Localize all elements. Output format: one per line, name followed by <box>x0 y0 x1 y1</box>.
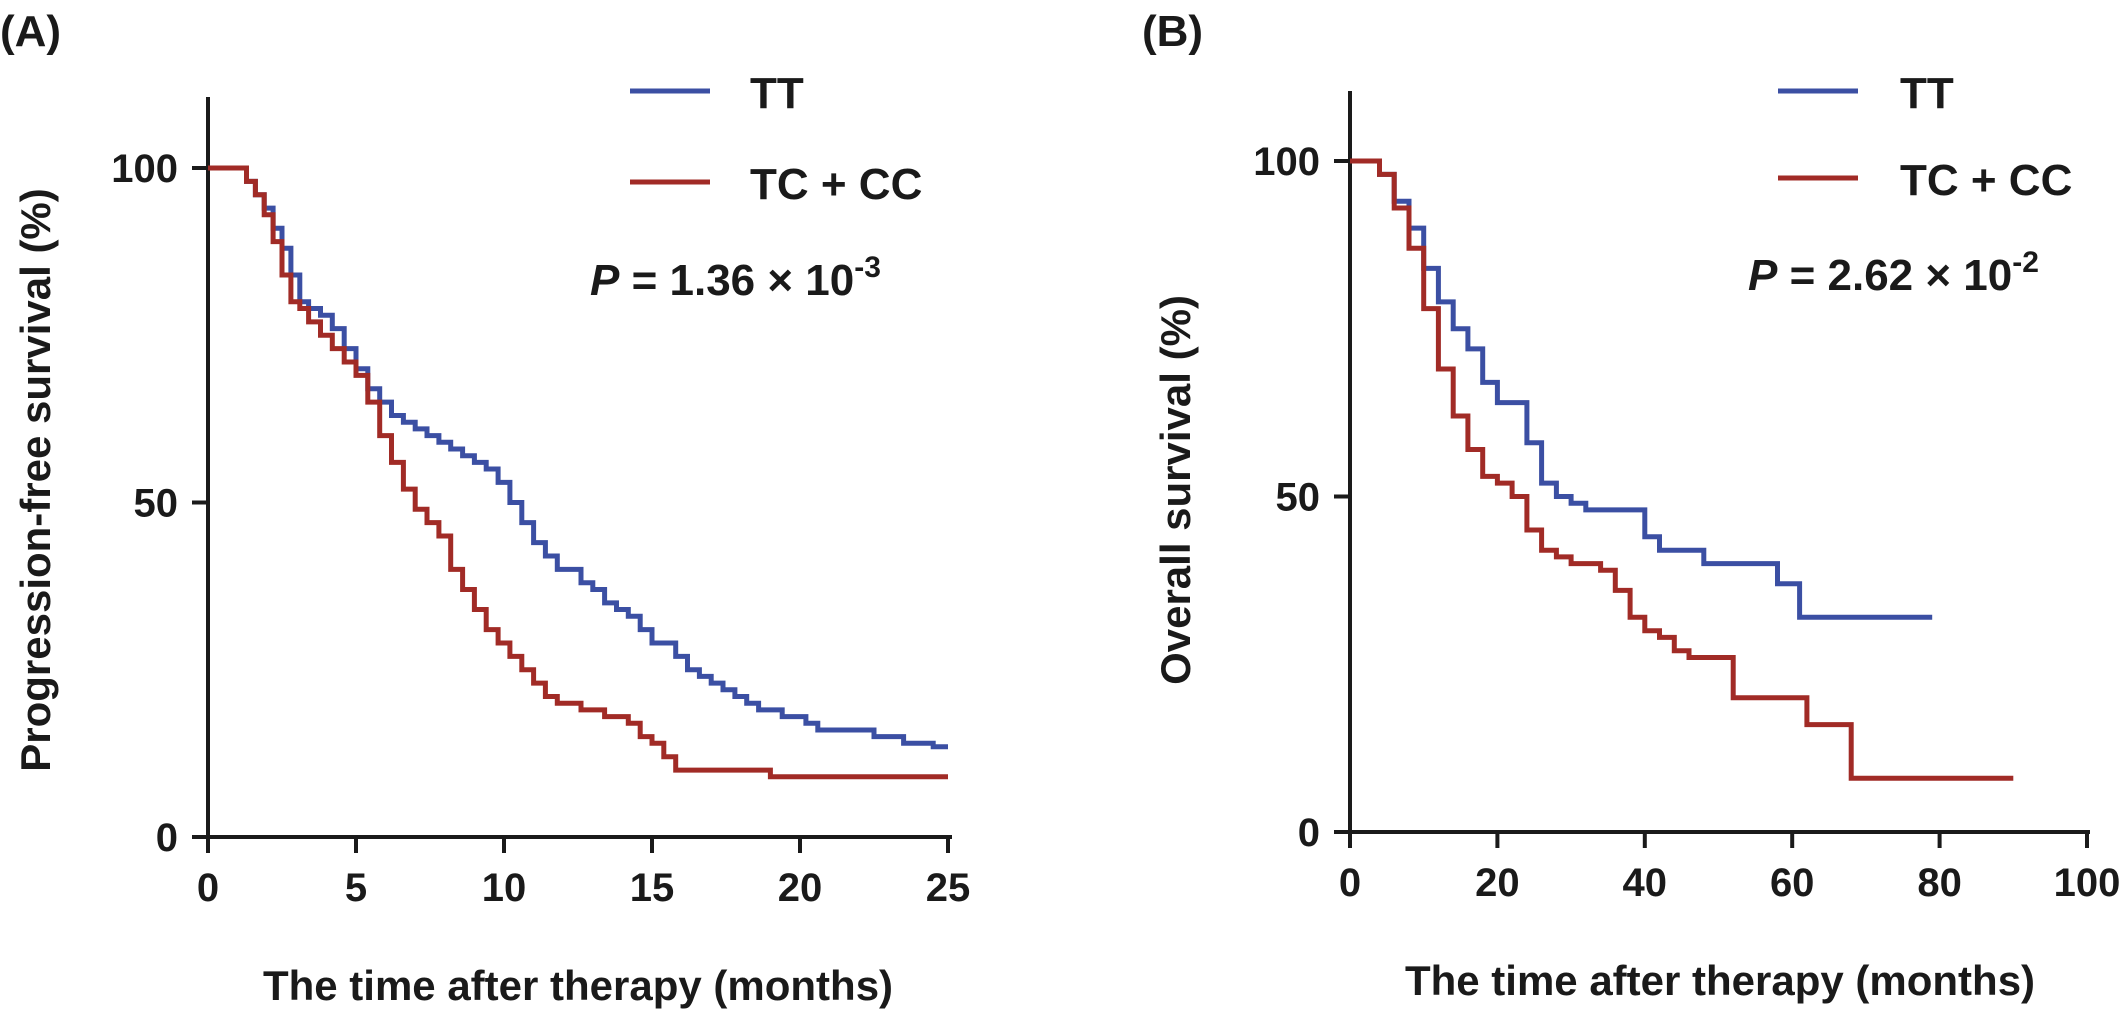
x-tick-label: 15 <box>630 866 675 910</box>
y-tick-label: 0 <box>156 816 178 860</box>
panel-b-x-axis-title: The time after therapy (months) <box>1405 957 2035 1004</box>
legend-label-tt: TT <box>1900 69 1954 118</box>
legend-label-tc-cc: TC + CC <box>1900 156 2072 205</box>
panel-b-curves <box>1350 158 2014 781</box>
panel-b-y-axis-title: Overall survival (%) <box>1152 295 1199 685</box>
y-tick-label: 50 <box>1276 476 1321 520</box>
p-symbol: P <box>1748 251 1778 300</box>
p-value-exponent: -3 <box>854 251 881 284</box>
panel-a: (A) 0 5 10 15 20 25 0 50 100 The time after ther… <box>0 7 970 1009</box>
survival-curve-tc-cc <box>208 165 948 780</box>
x-tick-label: 60 <box>1770 861 1815 905</box>
x-tick-label: 5 <box>345 866 367 910</box>
panel-b-label: (B) <box>1142 7 1203 56</box>
legend-label-tc-cc: TC + CC <box>750 160 922 209</box>
panel-a-legend: TT TC + CC <box>630 69 922 209</box>
survival-curve-tc-cc <box>1350 158 2014 781</box>
survival-curve-tt <box>1350 158 1933 620</box>
x-tick-label: 80 <box>1917 861 1962 905</box>
p-value-text: = 2.62 × 10 <box>1777 251 2012 300</box>
y-tick-label: 100 <box>1253 140 1320 184</box>
x-tick-label: 20 <box>1475 861 1520 905</box>
y-tick-label: 50 <box>134 482 179 526</box>
x-tick-label: 0 <box>197 866 219 910</box>
panel-b-legend: TT TC + CC <box>1778 69 2072 205</box>
p-value-text: = 1.36 × 10 <box>619 256 854 305</box>
x-tick-label: 100 <box>2054 861 2121 905</box>
panel-a-ticks: 0 5 10 15 20 25 0 50 100 <box>111 147 970 910</box>
x-tick-label: 20 <box>778 866 823 910</box>
x-tick-label: 0 <box>1339 861 1361 905</box>
legend-label-tt: TT <box>750 69 804 118</box>
p-symbol: P <box>590 256 620 305</box>
y-tick-label: 0 <box>1298 811 1320 855</box>
panel-b: (B) 0 20 40 60 80 100 0 50 100 The time after th… <box>1142 7 2120 1004</box>
panel-a-curves <box>208 165 948 780</box>
p-value-exponent: -2 <box>2012 246 2039 279</box>
survival-curve-tt <box>208 165 948 750</box>
x-tick-label: 25 <box>926 866 971 910</box>
panel-a-x-axis-title: The time after therapy (months) <box>263 962 893 1009</box>
x-tick-label: 40 <box>1623 861 1668 905</box>
panel-b-p-value: P = 2.62 × 10-2 <box>1748 246 2039 300</box>
panel-a-y-axis-title: Progression-free survival (%) <box>12 188 59 772</box>
panel-a-p-value: P = 1.36 × 10-3 <box>590 251 881 305</box>
x-tick-label: 10 <box>482 866 527 910</box>
y-tick-label: 100 <box>111 147 178 191</box>
panel-a-label: (A) <box>0 7 61 56</box>
panel-b-ticks: 0 20 40 60 80 100 0 50 100 <box>1253 140 2120 905</box>
